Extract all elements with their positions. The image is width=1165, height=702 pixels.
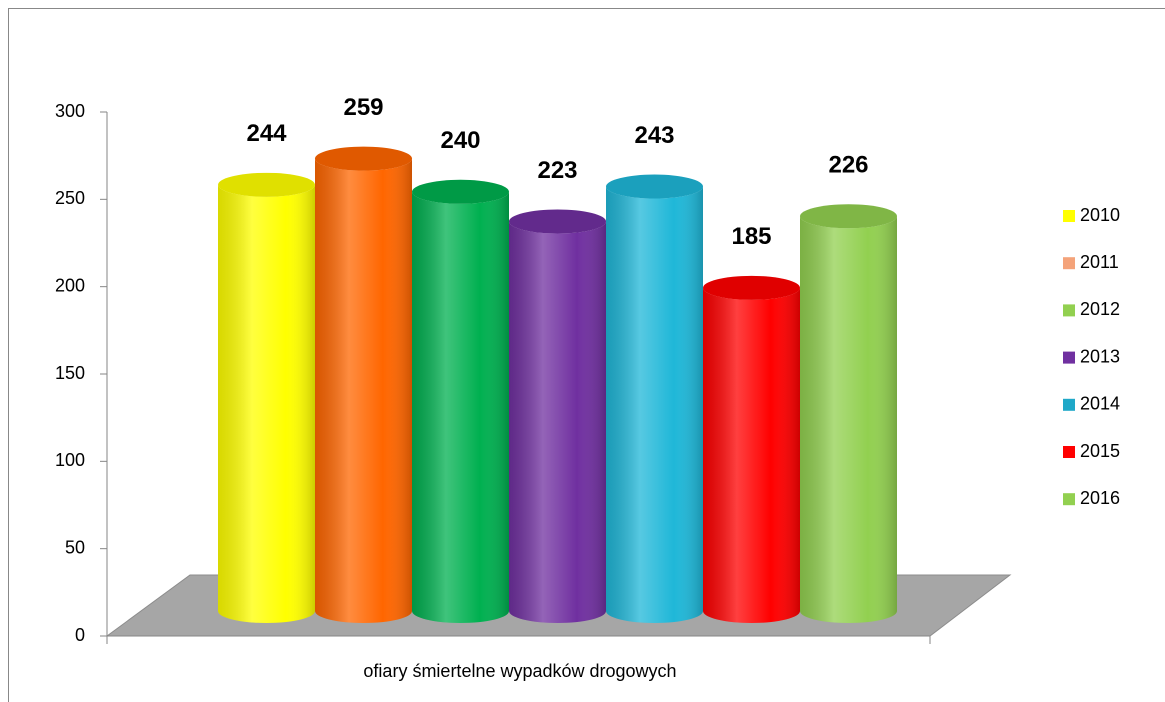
value-label: 243	[634, 122, 674, 149]
legend-swatch	[1063, 304, 1075, 317]
legend-label: 2016	[1080, 488, 1120, 508]
bar-top-shade	[315, 146, 412, 171]
value-label: 185	[731, 223, 771, 250]
bar-shade	[412, 191, 509, 624]
legend-label: 2011	[1080, 252, 1119, 272]
legend-label: 2015	[1080, 441, 1120, 461]
bar-top-shade	[412, 179, 509, 204]
bar-shade	[703, 287, 800, 623]
legend-swatch	[1063, 257, 1075, 270]
y-tick-label: 250	[55, 188, 85, 208]
bar-top-shade	[509, 209, 606, 234]
bar-top-shade	[800, 204, 897, 229]
bar-shade	[606, 186, 703, 623]
bar-shade	[315, 158, 412, 623]
x-category-label: ofiary śmiertelne wypadków drogowych	[363, 661, 676, 681]
bar-top	[218, 172, 315, 197]
value-label: 240	[440, 127, 480, 154]
legend-swatch	[1063, 210, 1075, 222]
value-label: 259	[343, 94, 383, 121]
legend-label: 2012	[1080, 299, 1120, 319]
bar-top-shade	[218, 172, 315, 197]
bar-top	[412, 179, 509, 204]
bar-top	[703, 275, 800, 300]
y-tick-label: 150	[55, 363, 85, 383]
value-label: 226	[828, 152, 868, 179]
y-tick-label: 50	[65, 537, 85, 557]
bar-shade	[509, 221, 606, 623]
legend-label: 2010	[1080, 205, 1120, 225]
legend-swatch	[1063, 351, 1075, 364]
bar-top	[509, 209, 606, 234]
value-label: 244	[246, 120, 287, 147]
bar-top-shade	[606, 174, 703, 199]
bar-top	[315, 146, 412, 171]
legend-swatch	[1063, 493, 1075, 506]
value-label: 223	[537, 157, 577, 184]
bar-shade	[800, 216, 897, 623]
bar-top-shade	[703, 275, 800, 300]
y-tick-label: 300	[55, 101, 85, 121]
legend-swatch	[1063, 446, 1075, 458]
y-tick-label: 200	[55, 275, 85, 295]
bar-shade	[218, 184, 315, 623]
legend-swatch	[1063, 398, 1075, 411]
bar-top	[606, 174, 703, 199]
legend-label: 2013	[1080, 346, 1120, 366]
y-tick-label: 0	[75, 625, 85, 645]
bar-top	[800, 204, 897, 229]
legend-label: 2014	[1080, 394, 1120, 414]
frame	[8, 8, 1165, 702]
y-tick-label: 100	[55, 450, 85, 470]
